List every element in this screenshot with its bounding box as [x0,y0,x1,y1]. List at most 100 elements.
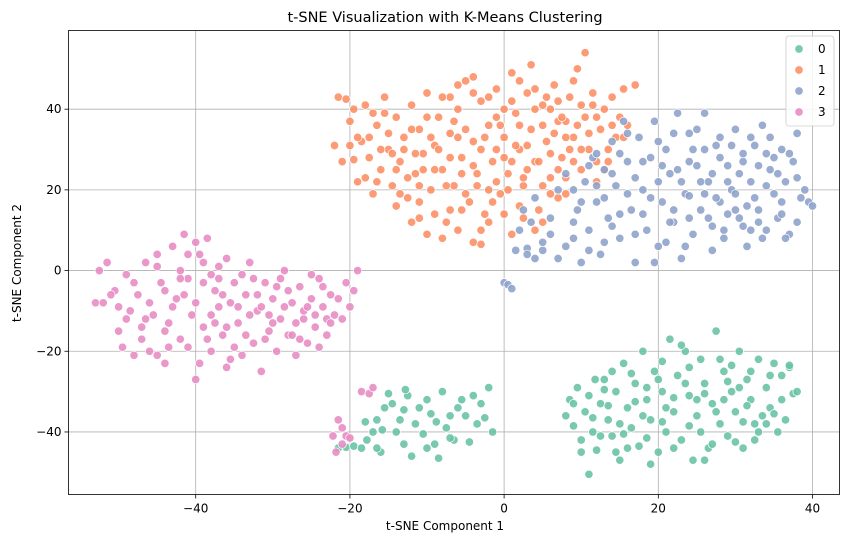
data-point [630,229,640,239]
data-point [175,266,185,276]
data-point [399,405,409,415]
data-point [688,144,698,155]
data-point [615,455,625,465]
data-point [680,241,690,251]
legend-label: 3 [818,105,826,119]
data-point [468,391,478,401]
data-point [356,387,367,397]
data-point [179,290,189,300]
data-point [595,431,606,441]
data-point [364,132,374,142]
plot-frame [68,30,840,495]
data-point [584,144,594,155]
data-point [553,165,563,175]
data-point [692,161,702,171]
data-point [607,221,617,231]
data-point [268,294,278,304]
data-point [711,193,721,203]
data-point [437,387,447,397]
data-point [364,153,374,163]
data-point [723,177,733,187]
data-point [530,253,540,264]
data-point [198,278,208,288]
y-axis-label: t-SNE Component 2 [10,204,24,322]
data-point [507,68,517,78]
data-point [692,395,702,405]
data-point [750,435,760,445]
series-2 [499,108,818,294]
data-point [673,370,683,381]
data-point [599,193,609,203]
data-point [653,177,663,187]
data-point [403,193,413,203]
data-point [723,376,733,387]
data-point [480,209,490,219]
data-point [646,153,656,163]
data-point [746,132,756,142]
data-point [642,433,652,443]
data-point [792,217,802,227]
data-point [599,385,609,395]
data-point [565,144,575,155]
data-point [738,221,748,231]
data-point [592,197,602,207]
data-point [445,128,455,138]
data-point [765,165,775,175]
data-point [669,407,679,417]
legend-label: 1 [818,63,826,77]
data-point [287,298,297,308]
data-point [530,225,540,235]
data-point [688,455,698,465]
data-point [780,233,791,243]
data-point [561,189,571,199]
data-point [453,80,463,90]
data-point [549,128,559,138]
data-point [676,177,686,187]
data-point [441,217,451,227]
data-point [784,149,794,159]
data-point [669,128,679,138]
data-point [719,395,729,405]
data-point [202,334,212,344]
data-point [580,407,590,417]
data-point [430,439,440,449]
data-point [333,294,343,304]
data-point [314,274,324,284]
data-point [757,411,767,421]
data-point [684,421,694,431]
data-point [445,205,455,215]
data-point [291,318,301,328]
data-point [607,92,617,102]
data-point [727,360,737,370]
data-point [649,257,660,268]
data-point [326,290,336,300]
data-point [619,116,629,126]
legend-box [785,35,835,127]
data-point [653,374,663,385]
data-point [422,395,432,405]
data-point [302,302,313,312]
data-point [700,455,710,465]
data-point [476,239,486,249]
data-point [214,274,224,284]
data-point [214,302,224,312]
data-point [715,354,725,364]
data-point [306,294,316,304]
data-point [511,245,521,255]
data-point [700,389,710,399]
data-point [545,149,555,159]
data-point [769,409,779,419]
data-point [426,409,436,419]
data-point [275,314,286,324]
data-point [638,209,648,219]
legend-marker [794,65,804,75]
data-point [264,326,274,336]
data-point [649,116,660,126]
data-point [380,403,390,413]
data-point [688,229,698,239]
data-point [742,241,752,251]
data-point [191,237,201,247]
data-point [522,165,532,175]
data-point [164,318,174,328]
data-point [437,233,447,243]
